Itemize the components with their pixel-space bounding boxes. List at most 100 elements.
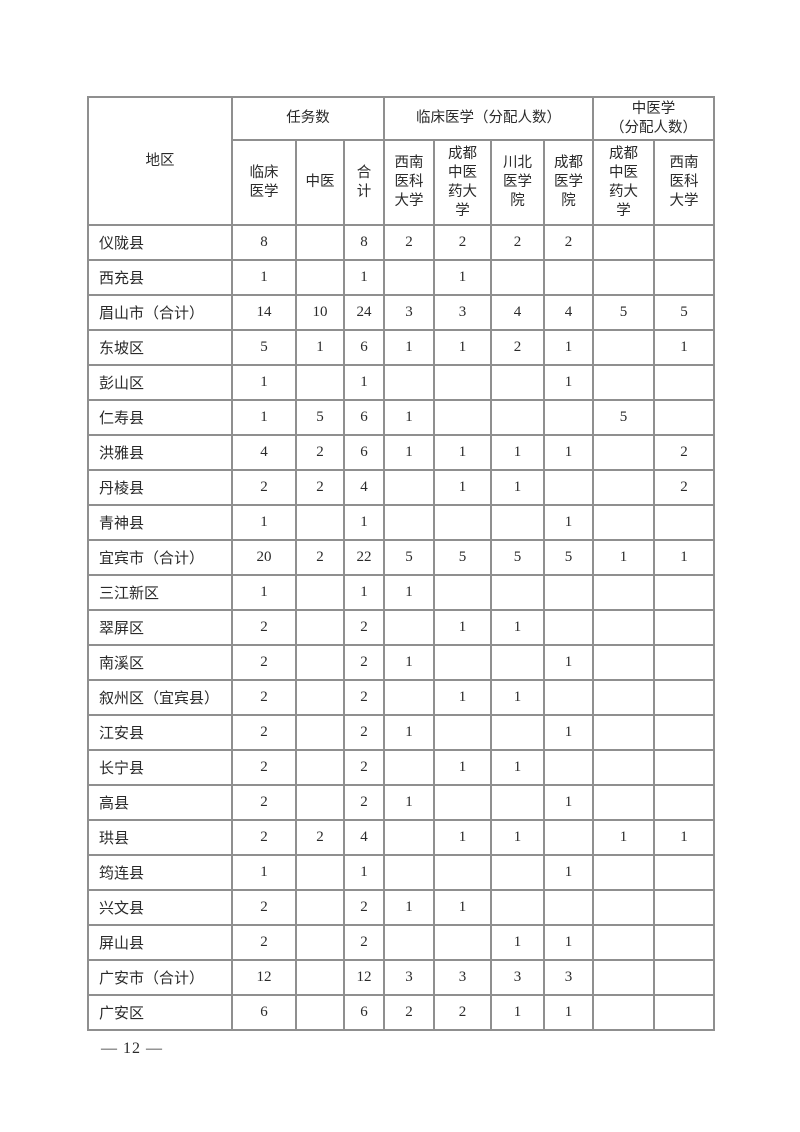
table-row: 东坡区 5 1 6 1 1 2 1 1	[87, 329, 716, 366]
value-cell	[383, 469, 436, 506]
value-cell: 1	[433, 259, 493, 296]
value-cell: 1	[490, 994, 546, 1031]
value-cell	[383, 609, 436, 646]
value-cell: 5	[383, 539, 436, 576]
subheader-task-total: 合 计	[342, 139, 386, 226]
value-cell: 1	[383, 784, 436, 821]
value-cell	[295, 784, 345, 821]
header-sub-row: 临床 医学 中医 合 计 西南 医科 大学 成都 中医 药大 学 川北 医学 院…	[88, 139, 716, 226]
value-cell	[592, 434, 656, 471]
value-cell	[433, 364, 493, 401]
value-cell	[592, 679, 656, 716]
table-row: 西充县 1 1 1	[87, 259, 716, 296]
value-cell	[383, 749, 436, 786]
value-cell: 1	[490, 749, 546, 786]
value-cell	[490, 889, 546, 926]
value-cell	[653, 714, 716, 751]
value-cell: 1	[490, 609, 546, 646]
region-cell: 长宁县	[87, 749, 233, 786]
value-cell: 1	[433, 749, 493, 786]
value-cell	[653, 224, 716, 261]
value-cell: 2	[433, 994, 493, 1031]
value-cell	[383, 924, 436, 961]
value-cell: 2	[653, 469, 716, 506]
table-row: 仁寿县 1 5 6 1 5	[87, 399, 716, 436]
value-cell: 22	[342, 539, 386, 576]
value-cell: 1	[490, 434, 546, 471]
table-row: 广安区 6 6 2 2 1 1	[87, 994, 716, 1031]
region-cell: 珙县	[87, 819, 233, 856]
value-cell	[490, 574, 546, 611]
value-cell	[490, 644, 546, 681]
value-cell	[490, 399, 546, 436]
value-cell: 1	[543, 994, 595, 1031]
allocation-table: 地区 任务数 临床医学（分配人数） 中医学 （分配人数） 临床 医学 中医 合 …	[87, 96, 716, 1031]
value-cell: 12	[342, 959, 386, 996]
value-cell: 4	[543, 294, 595, 331]
value-cell: 2	[342, 749, 386, 786]
value-cell	[653, 644, 716, 681]
value-cell	[592, 469, 656, 506]
value-cell	[543, 259, 595, 296]
value-cell	[653, 364, 716, 401]
value-cell: 2	[342, 609, 386, 646]
value-cell: 1	[342, 574, 386, 611]
table-row: 青神县 1 1 1	[87, 504, 716, 541]
value-cell	[383, 504, 436, 541]
value-cell	[490, 504, 546, 541]
value-cell: 1	[543, 854, 595, 891]
table-row: 翠屏区 2 2 1 1	[87, 609, 716, 646]
table-body: 仪陇县 8 8 2 2 2 2 西充县 1 1 1 眉山市（合计） 14 10 24 3 3 4 4 5 5 东坡区 5 1 6…	[87, 224, 716, 1031]
value-cell	[433, 714, 493, 751]
value-cell	[653, 924, 716, 961]
header-group-clinical-medicine: 临床医学（分配人数）	[383, 96, 595, 141]
value-cell	[295, 749, 345, 786]
subheader-clinical-cmc: 成都 医学 院	[543, 139, 595, 226]
value-cell: 1	[295, 329, 345, 366]
value-cell	[295, 364, 345, 401]
value-cell: 1	[383, 574, 436, 611]
table-row: 兴文县 2 2 1 1	[87, 889, 716, 926]
value-cell: 1	[383, 434, 436, 471]
value-cell	[295, 259, 345, 296]
table-row: 高县 2 2 1 1	[87, 784, 716, 821]
value-cell	[295, 504, 345, 541]
value-cell	[295, 889, 345, 926]
value-cell: 5	[295, 399, 345, 436]
value-cell: 1	[592, 819, 656, 856]
value-cell	[295, 924, 345, 961]
value-cell	[592, 714, 656, 751]
value-cell: 3	[383, 294, 436, 331]
value-cell: 6	[342, 329, 386, 366]
value-cell: 1	[543, 714, 595, 751]
header-region: 地区	[87, 96, 233, 226]
region-cell: 丹棱县	[87, 469, 233, 506]
value-cell	[592, 924, 656, 961]
value-cell: 1	[433, 329, 493, 366]
value-cell: 1	[342, 364, 386, 401]
value-cell	[592, 504, 656, 541]
value-cell: 4	[231, 434, 297, 471]
value-cell	[383, 679, 436, 716]
value-cell: 2	[295, 819, 345, 856]
value-cell	[490, 854, 546, 891]
region-cell: 三江新区	[87, 574, 233, 611]
value-cell: 3	[383, 959, 436, 996]
value-cell: 1	[490, 469, 546, 506]
table-row: 南溪区 2 2 1 1	[87, 644, 716, 681]
value-cell	[653, 854, 716, 891]
value-cell	[295, 854, 345, 891]
value-cell: 2	[490, 329, 546, 366]
value-cell: 2	[231, 609, 297, 646]
value-cell	[653, 259, 716, 296]
region-cell: 东坡区	[87, 329, 233, 366]
value-cell: 1	[383, 714, 436, 751]
value-cell	[295, 959, 345, 996]
header-group-tcm: 中医学 （分配人数）	[592, 96, 716, 141]
value-cell: 5	[490, 539, 546, 576]
subheader-task-clinical: 临床 医学	[231, 139, 297, 226]
value-cell	[383, 854, 436, 891]
value-cell: 2	[295, 469, 345, 506]
value-cell	[592, 784, 656, 821]
value-cell: 3	[543, 959, 595, 996]
